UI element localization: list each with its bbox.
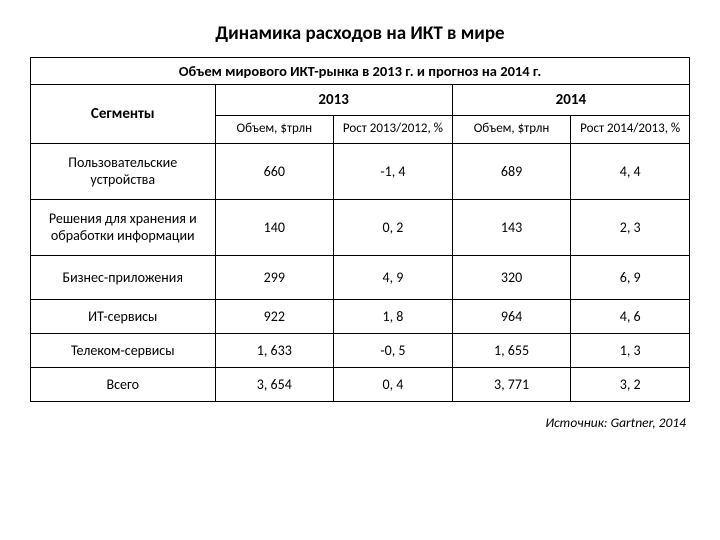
subheader-vol-2014: Объем, $трлн xyxy=(452,116,571,144)
value-2013-cell: 660 xyxy=(215,143,334,199)
header-2014: 2014 xyxy=(452,85,689,116)
growth-2014-cell: 3, 2 xyxy=(571,367,690,401)
table-merged-title: Объем мирового ИКТ-рынка в 2013 г. и про… xyxy=(31,58,690,85)
growth-2013-cell: -0, 5 xyxy=(334,333,453,367)
growth-2013-cell: 4, 9 xyxy=(334,255,453,299)
value-2013-cell: 299 xyxy=(215,255,334,299)
growth-2013-cell: 0, 4 xyxy=(334,367,453,401)
growth-2014-cell: 6, 9 xyxy=(571,255,690,299)
subheader-vol-2013: Объем, $трлн xyxy=(215,116,334,144)
table-row: Решения для хранения и обработки информа… xyxy=(31,199,690,255)
value-2013-cell: 140 xyxy=(215,199,334,255)
segment-cell: Всего xyxy=(31,367,216,401)
growth-2013-cell: -1, 4 xyxy=(334,143,453,199)
segment-cell: Решения для хранения и обработки информа… xyxy=(31,199,216,255)
segment-cell: Телеком-сервисы xyxy=(31,333,216,367)
value-2014-cell: 964 xyxy=(452,299,571,333)
table-header-row-1: Сегменты 2013 2014 xyxy=(31,85,690,116)
segment-cell: Пользовательские устройства xyxy=(31,143,216,199)
growth-2013-cell: 1, 8 xyxy=(334,299,453,333)
table-row: Бизнес-приложения2994, 93206, 9 xyxy=(31,255,690,299)
value-2014-cell: 3, 771 xyxy=(452,367,571,401)
segment-cell: ИТ-сервисы xyxy=(31,299,216,333)
value-2013-cell: 3, 654 xyxy=(215,367,334,401)
growth-2014-cell: 4, 4 xyxy=(571,143,690,199)
growth-2013-cell: 0, 2 xyxy=(334,199,453,255)
value-2014-cell: 1, 655 xyxy=(452,333,571,367)
growth-2014-cell: 4, 6 xyxy=(571,299,690,333)
segment-cell: Бизнес-приложения xyxy=(31,255,216,299)
page-title: Динамика расходов на ИКТ в мире xyxy=(30,22,690,45)
table-title-row: Объем мирового ИКТ-рынка в 2013 г. и про… xyxy=(31,58,690,85)
value-2013-cell: 1, 633 xyxy=(215,333,334,367)
header-2013: 2013 xyxy=(215,85,452,116)
value-2014-cell: 320 xyxy=(452,255,571,299)
value-2013-cell: 922 xyxy=(215,299,334,333)
value-2014-cell: 689 xyxy=(452,143,571,199)
ict-table: Объем мирового ИКТ-рынка в 2013 г. и про… xyxy=(30,57,690,402)
table-row: Пользовательские устройства660-1, 46894,… xyxy=(31,143,690,199)
growth-2014-cell: 1, 3 xyxy=(571,333,690,367)
table-row: Телеком-сервисы1, 633-0, 51, 6551, 3 xyxy=(31,333,690,367)
table-body: Пользовательские устройства660-1, 46894,… xyxy=(31,143,690,401)
header-segments: Сегменты xyxy=(31,85,216,144)
growth-2014-cell: 2, 3 xyxy=(571,199,690,255)
source-note: Источник: Gartner, 2014 xyxy=(30,414,690,431)
subheader-growth-2013: Рост 2013/2012, % xyxy=(334,116,453,144)
table-row: ИТ-сервисы9221, 89644, 6 xyxy=(31,299,690,333)
table-row: Всего3, 6540, 43, 7713, 2 xyxy=(31,367,690,401)
subheader-growth-2014: Рост 2014/2013, % xyxy=(571,116,690,144)
value-2014-cell: 143 xyxy=(452,199,571,255)
